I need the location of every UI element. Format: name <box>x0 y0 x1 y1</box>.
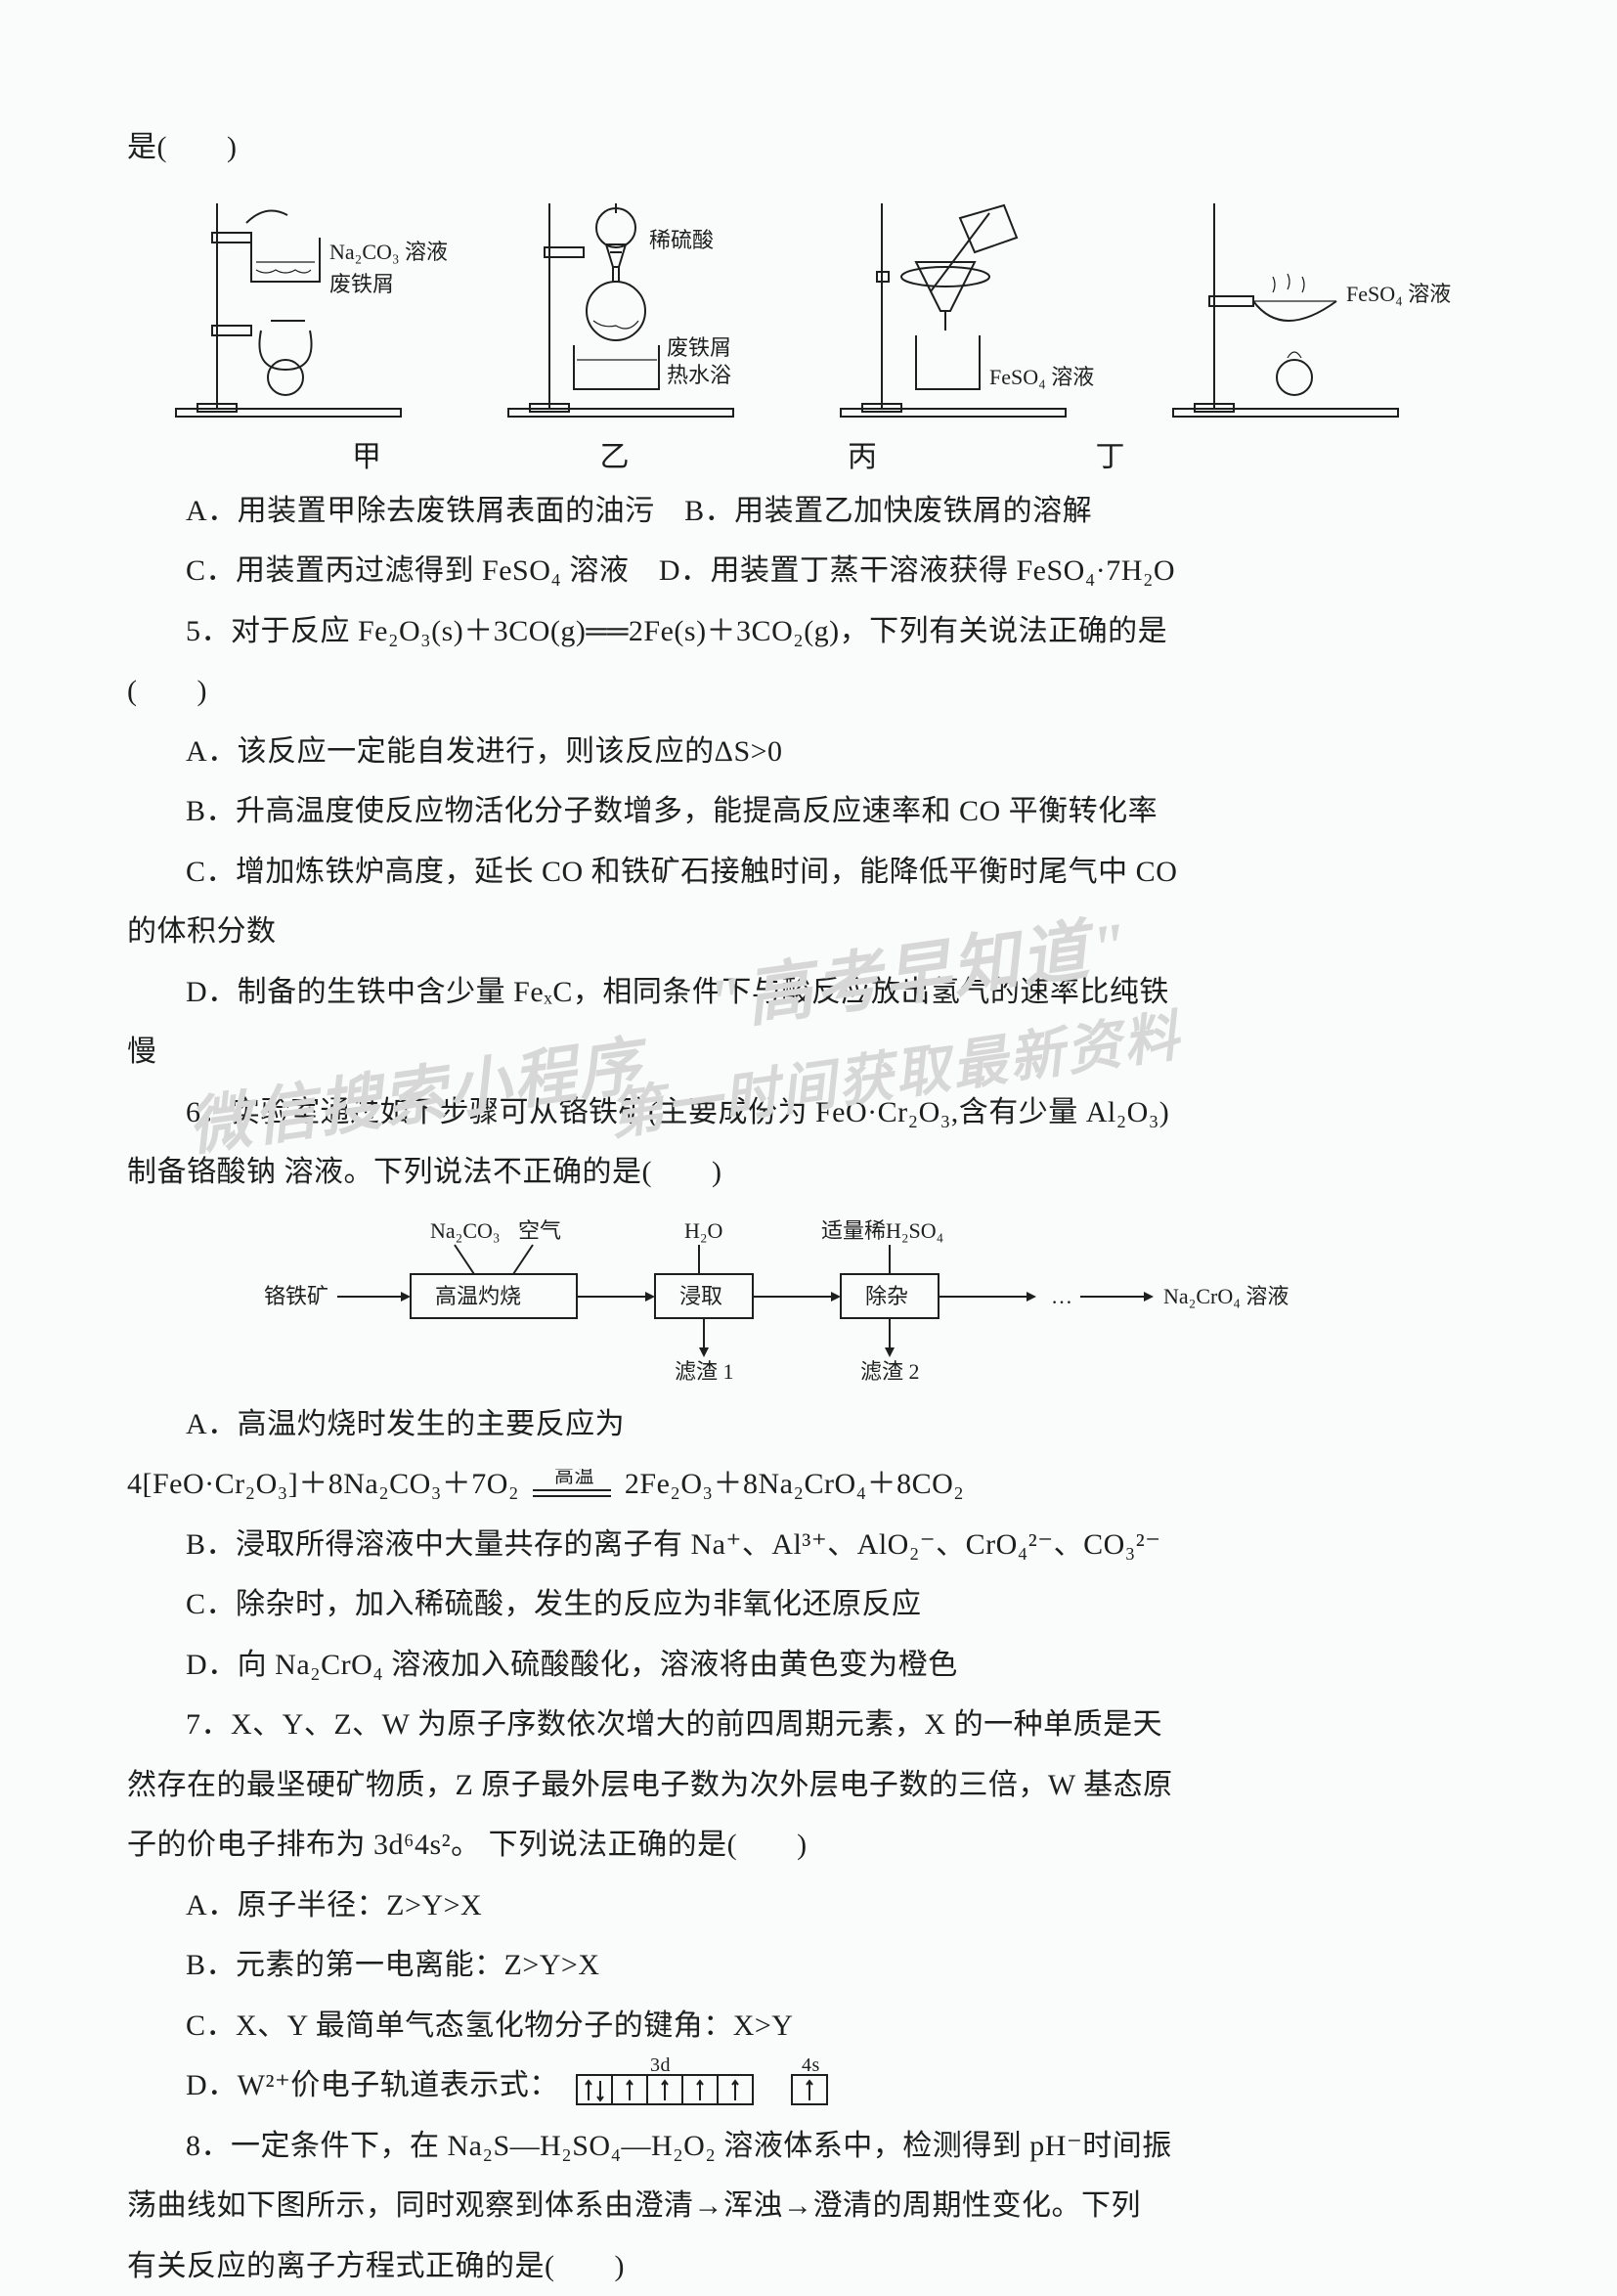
q7-stem3: 子的价电子排布为 3d⁶4s²。 下列说法正确的是( ) <box>127 1815 1470 1876</box>
apparatus-jia: Na₂CO₃ 溶液 废铁屑 <box>158 184 452 438</box>
q6-flowchart: Na₂CO₃ 空气 H₂O 适量稀H₂SO₄ 铬铁矿 高温灼烧 浸取 除杂 … … <box>244 1211 1320 1387</box>
q6-stem1: 6．实验室通过如下步骤可从铬铁矿(主要成份为 FeO·Cr₂O₃,含有少量 Al… <box>127 1082 1470 1143</box>
apparatus-yi: 稀硫酸 废铁屑 热水浴 <box>491 184 784 438</box>
svg-text:铬铁矿: 铬铁矿 <box>264 1284 328 1308</box>
q5-paren: ( ) <box>127 661 1470 722</box>
apparatus-captions: 甲 乙 丙 丁 <box>352 434 1470 481</box>
q5-d2: 慢 <box>127 1022 1470 1082</box>
q6-c: C．除杂时，加入稀硫酸，发生的反应为非氧化还原反应 <box>127 1574 1470 1635</box>
q6-stem2: 制备铬酸钠 溶液。下列说法不正确的是( ) <box>127 1142 1470 1203</box>
q5-stem: 5．对于反应 Fe₂O₃(s)＋3CO(g)══2Fe(s)＋3CO₂(g)，下… <box>127 601 1470 662</box>
q6-a: A．高温灼烧时发生的主要反应为 <box>127 1394 1470 1455</box>
svg-text:滤渣 1: 滤渣 1 <box>675 1359 734 1384</box>
q7-stem2: 然存在的最坚硬矿物质，Z 原子最外层电子数为次外层电子数的三倍，W 基态原 <box>127 1755 1470 1816</box>
q7-a: A．原子半径：Z>Y>X <box>127 1876 1470 1936</box>
jia-label-1: Na₂CO₃ 溶液 <box>329 235 448 266</box>
jia-label-2: 废铁屑 <box>329 267 394 298</box>
caption-yi: 乙 <box>600 441 645 473</box>
q7-c: C．X、Y 最简单气态氢化物分子的键角：X>Y <box>127 1996 1470 2056</box>
q7-d-prefix: D．W²⁺价电子轨道表示式： <box>186 2069 559 2101</box>
q4-opt-cd: C．用装置丙过滤得到 FeSO₄ 溶液 D．用装置丁蒸干溶液获得 FeSO₄·7… <box>127 541 1470 601</box>
caption-ding: 丁 <box>1096 441 1141 473</box>
svg-text:Na₂CO₃: Na₂CO₃ <box>430 1218 501 1243</box>
q7-b: B．元素的第一电离能：Z>Y>X <box>127 1935 1470 1996</box>
q6-eq-condition: 高温 <box>527 1469 617 1504</box>
yi-label-1: 稀硫酸 <box>649 223 714 254</box>
q5-a: A．该反应一定能自发进行，则该反应的ΔS>0 <box>127 722 1470 782</box>
q8-stem2: 荡曲线如下图所示，同时观察到体系由澄清→浑浊→澄清的周期性变化。下列 <box>127 2176 1470 2236</box>
svg-text:滤渣 2: 滤渣 2 <box>860 1359 920 1384</box>
svg-text:…: … <box>1051 1284 1072 1308</box>
svg-text:浸取: 浸取 <box>679 1284 722 1308</box>
q6-equation: 4[FeO·Cr₂O₃]＋8Na₂CO₃＋7O₂ 高温 2Fe₂O₃＋8Na₂C… <box>127 1454 1470 1515</box>
svg-text:3d: 3d <box>650 2057 671 2076</box>
q6-eq-rhs: 2Fe₂O₃＋8Na₂CrO₄＋8CO₂ <box>625 1468 964 1500</box>
orbital-diagram: 3d 4s <box>567 2057 860 2110</box>
q5-b: B．升高温度使反应物活化分子数增多，能提高反应速率和 CO 平衡转化率 <box>127 781 1470 842</box>
svg-text:空气: 空气 <box>518 1218 561 1243</box>
q6-eq-lhs: 4[FeO·Cr₂O₃]＋8Na₂CO₃＋7O₂ <box>127 1468 519 1500</box>
svg-text:除杂: 除杂 <box>865 1284 908 1308</box>
q5-c2: 的体积分数 <box>127 902 1470 962</box>
q6-b: B．浸取所得溶液中大量共存的离子有 Na⁺、Al³⁺、AlO₂⁻、CrO₄²⁻、… <box>127 1515 1470 1575</box>
bing-label-1: FeSO₄ 溶液 <box>989 360 1094 391</box>
lead-fragment: 是( ) <box>127 117 1470 178</box>
svg-text:4s: 4s <box>802 2057 820 2076</box>
caption-bing: 丙 <box>848 441 893 473</box>
apparatus-bing: FeSO₄ 溶液 <box>823 184 1116 438</box>
q6-d: D．向 Na₂CrO₄ 溶液加入硫酸酸化，溶液将由黄色变为橙色 <box>127 1635 1470 1696</box>
svg-text:高温灼烧: 高温灼烧 <box>435 1284 521 1308</box>
apparatus-row: Na₂CO₃ 溶液 废铁屑 稀硫酸 废铁屑 热水浴 <box>158 184 1470 438</box>
ding-label-1: FeSO₄ 溶液 <box>1346 277 1451 308</box>
q7-stem1: 7．X、Y、Z、W 为原子序数依次增大的前四周期元素，X 的一种单质是天 <box>127 1695 1470 1755</box>
svg-text:H₂O: H₂O <box>684 1218 722 1243</box>
q5-d1: D．制备的生铁中含少量 FeₓC，相同条件下与酸反应放出氢气的速率比纯铁 <box>127 962 1470 1023</box>
apparatus-ding: FeSO₄ 溶液 <box>1156 184 1449 438</box>
yi-label-3: 热水浴 <box>667 358 731 389</box>
q7-d: D．W²⁺价电子轨道表示式： 3d 4s <box>127 2055 1470 2116</box>
q5-c1: C．增加炼铁炉高度，延长 CO 和铁矿石接触时间，能降低平衡时尾气中 CO <box>127 842 1470 903</box>
svg-text:高温: 高温 <box>554 1469 594 1487</box>
q4-opt-ab: A．用装置甲除去废铁屑表面的油污 B．用装置乙加快废铁屑的溶解 <box>127 481 1470 542</box>
svg-text:Na₂CrO₄ 溶液: Na₂CrO₄ 溶液 <box>1163 1284 1289 1308</box>
caption-jia: 甲 <box>352 441 397 473</box>
svg-text:适量稀H₂SO₄: 适量稀H₂SO₄ <box>821 1218 943 1243</box>
q8-stem1: 8．一定条件下，在 Na₂S—H₂SO₄—H₂O₂ 溶液体系中，检测得到 pH⁻… <box>127 2116 1470 2177</box>
